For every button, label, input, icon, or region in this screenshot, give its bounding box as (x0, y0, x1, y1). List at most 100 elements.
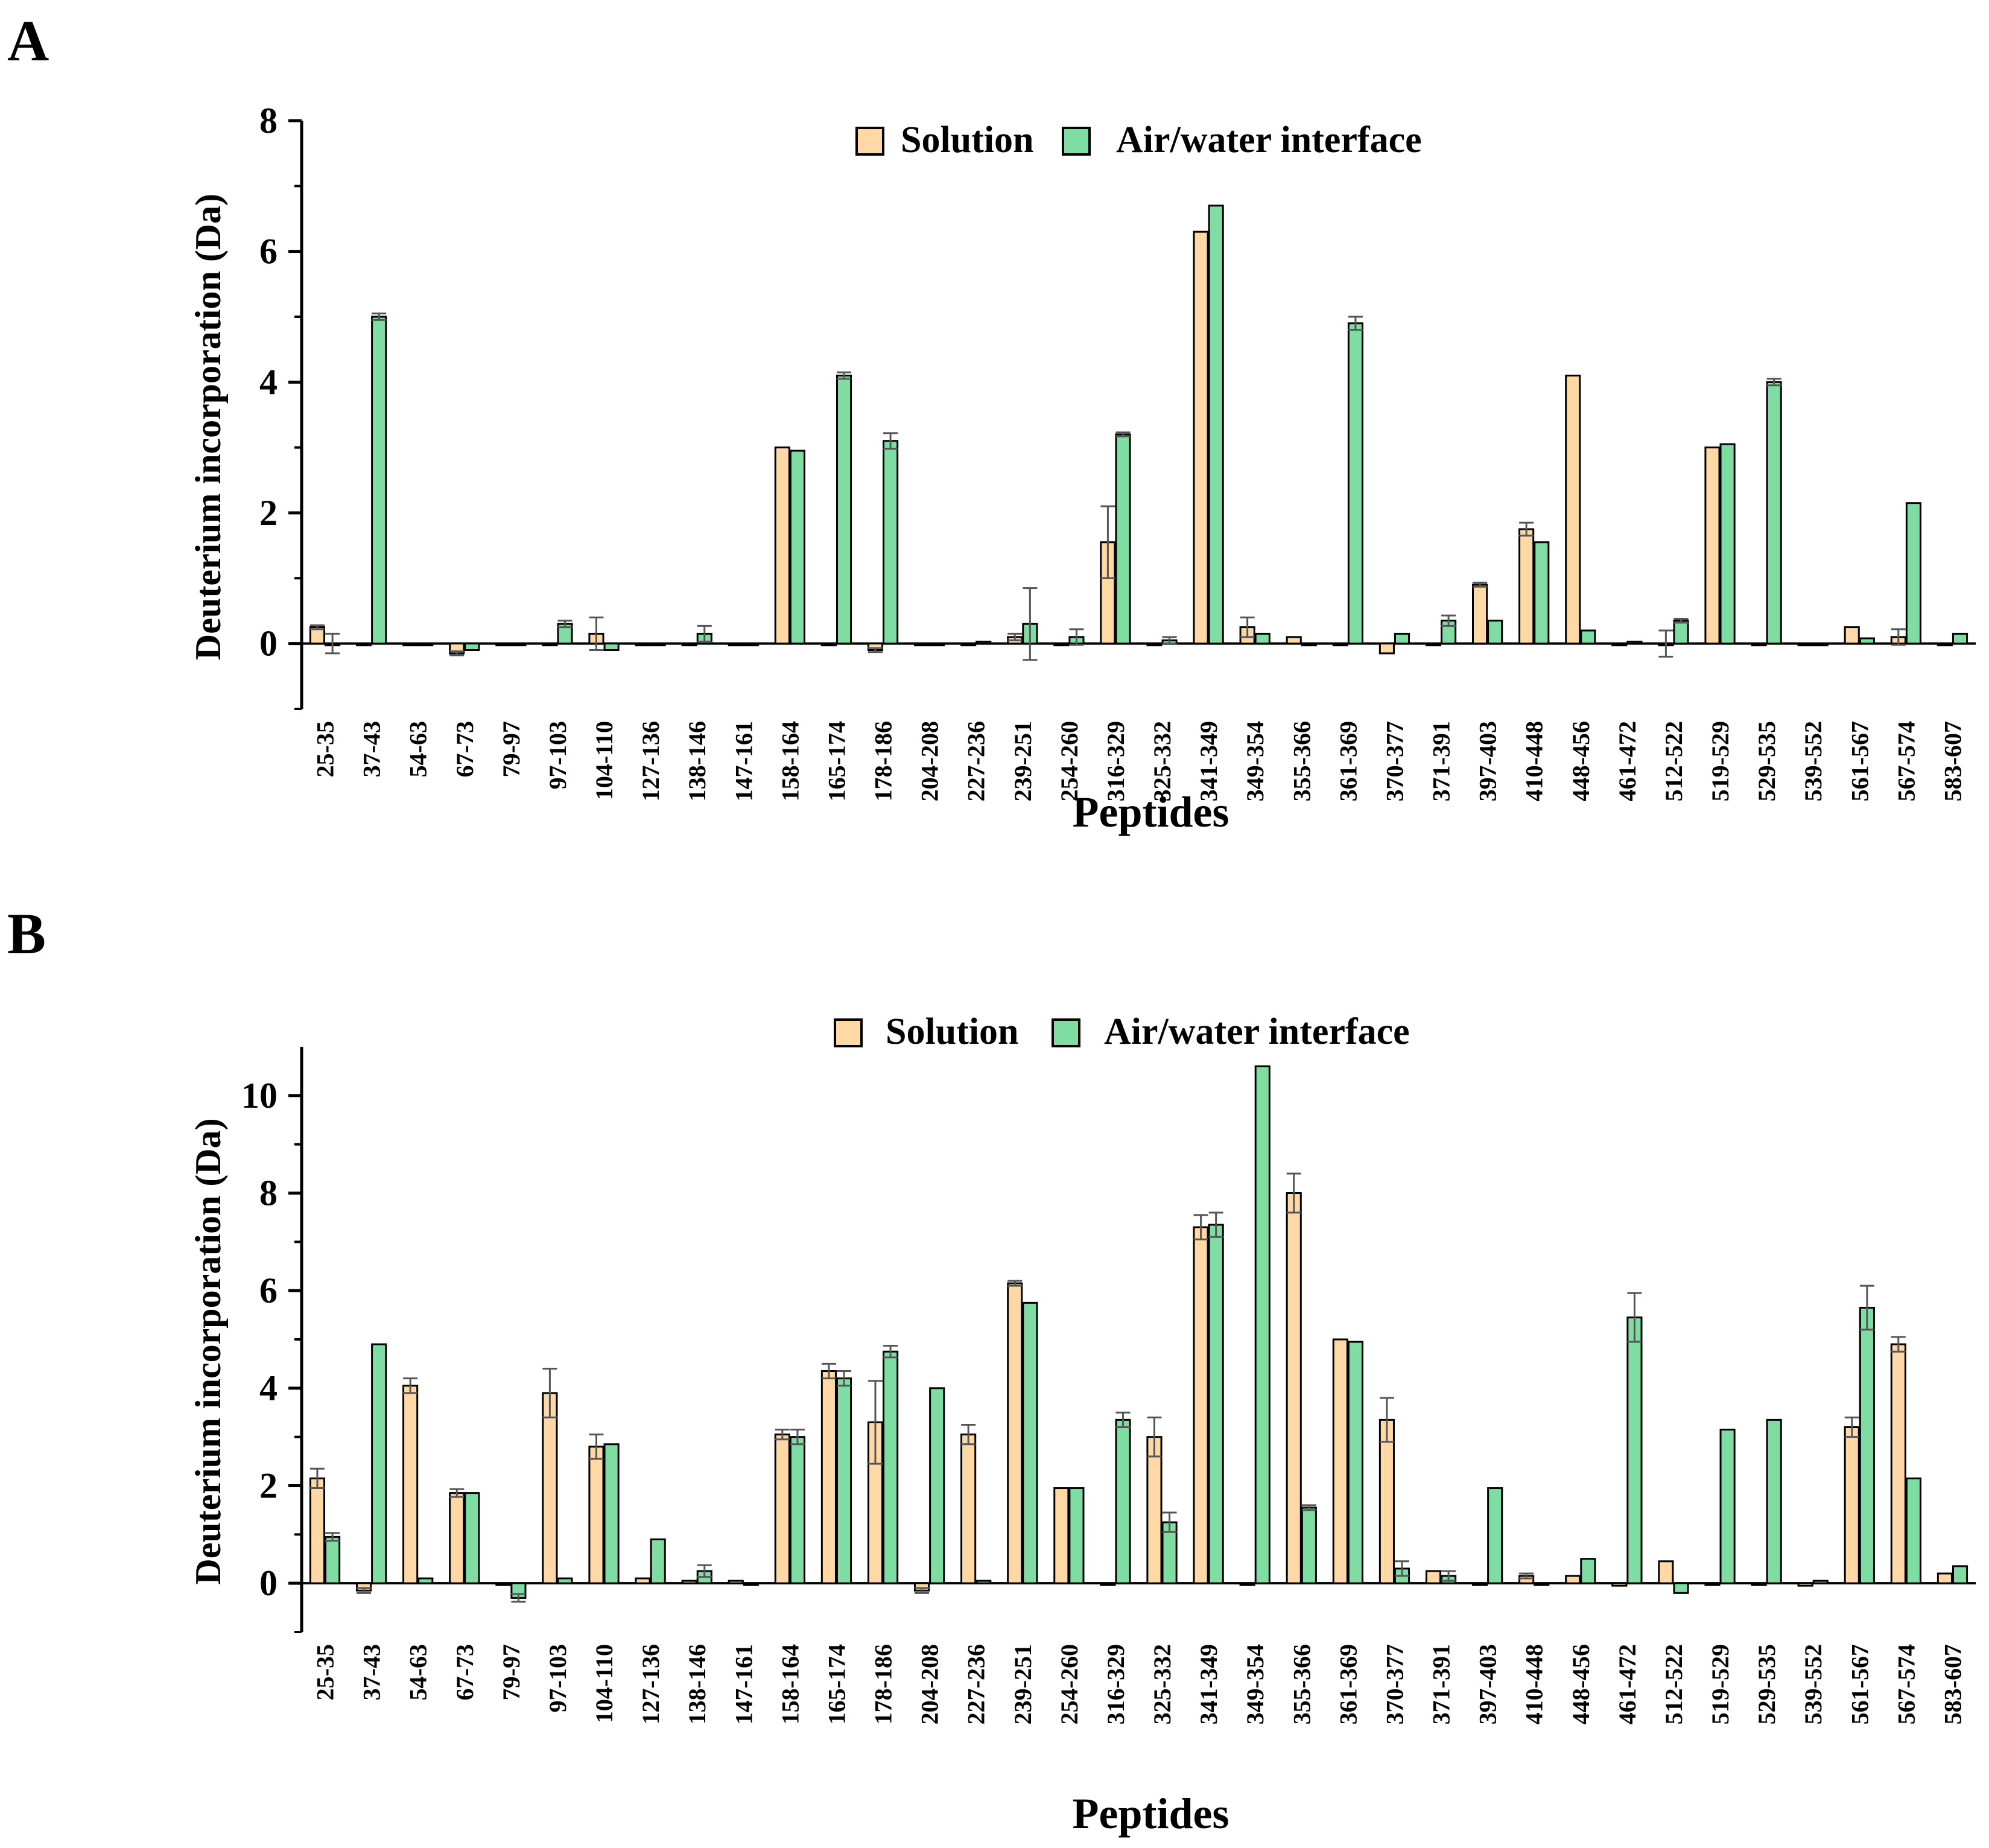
x-tick-label: 397-403 (1474, 1644, 1502, 1724)
bar-solution-227-236 (960, 643, 977, 647)
legend-swatch-solution (834, 1018, 863, 1047)
x-tick-label: 316-329 (1102, 1644, 1129, 1724)
x-tick-label: 79-97 (498, 721, 525, 777)
bar-solution-97-103 (542, 1392, 558, 1584)
x-tick-label: 355-366 (1288, 1644, 1315, 1724)
bar-interface-397-403 (1487, 1487, 1503, 1584)
bar-solution-397-403 (1472, 583, 1488, 645)
x-tick-label: 529-535 (1753, 721, 1780, 801)
bar-solution-397-403 (1472, 1582, 1488, 1586)
bar-interface-79-97 (510, 643, 527, 647)
x-tick-label: 138-146 (684, 1644, 711, 1724)
x-tick-label: 147-161 (730, 1644, 757, 1724)
legend-label-interface: Air/water interface (1104, 1011, 1410, 1052)
x-tick-label: 25-35 (312, 721, 339, 777)
bar-interface-448-456 (1580, 629, 1596, 645)
x-tick-label: 529-535 (1753, 1644, 1780, 1724)
bar-interface-361-369 (1347, 322, 1363, 645)
bar-interface-158-164 (789, 1436, 805, 1584)
x-tick-label: 567-574 (1892, 721, 1920, 801)
y-axis-title: Deuterium incorporation (Da) (188, 194, 228, 660)
panel-label-a: A (7, 8, 49, 73)
bar-interface-561-567 (1859, 1306, 1875, 1584)
y-tick-label: 6 (259, 1271, 278, 1310)
x-tick-label: 254-260 (1056, 721, 1083, 801)
bar-interface-539-552 (1812, 1580, 1829, 1584)
x-tick-label: 127-136 (637, 721, 664, 801)
bar-solution-54-63 (402, 1385, 419, 1584)
bar-solution-79-97 (495, 1582, 512, 1586)
y-tick-label: 4 (259, 362, 278, 402)
bar-interface-316-329 (1115, 1418, 1131, 1584)
bar-solution-561-567 (1844, 626, 1860, 645)
legend-label-solution: Solution (886, 1011, 1019, 1052)
x-tick-label: 127-136 (637, 1644, 664, 1724)
bar-interface-583-607 (1952, 632, 1968, 645)
bar-interface-54-63 (417, 643, 434, 647)
x-tick-label: 54-63 (405, 1644, 432, 1700)
bar-interface-178-186 (883, 1350, 899, 1584)
bar-interface-567-574 (1905, 1477, 1921, 1584)
bar-interface-341-349 (1208, 205, 1224, 645)
x-tick-label: 227-236 (963, 721, 990, 801)
y-tick-label: 8 (259, 1173, 278, 1213)
x-tick-label: 37-43 (358, 721, 385, 777)
x-tick-label: 410-448 (1521, 721, 1548, 801)
bar-interface-410-448 (1534, 541, 1550, 645)
bar-solution-165-174 (820, 1370, 837, 1584)
x-tick-label: 361-369 (1334, 1644, 1362, 1724)
x-tick-label: 397-403 (1474, 721, 1502, 801)
bar-solution-239-251 (1007, 1282, 1023, 1584)
y-tick-label: 2 (259, 493, 278, 533)
x-tick-label: 512-522 (1660, 1644, 1687, 1724)
bar-solution-370-377 (1378, 643, 1395, 655)
bar-solution-325-332 (1146, 643, 1163, 647)
bar-interface-104-110 (603, 643, 620, 651)
bar-interface-54-63 (417, 1577, 434, 1584)
y-tick-label: 8 (259, 101, 278, 141)
bar-solution-138-146 (681, 1580, 697, 1584)
bar-interface-178-186 (883, 440, 899, 645)
bar-solution-519-529 (1704, 446, 1721, 645)
bar-solution-583-607 (1937, 1572, 1953, 1584)
x-tick-label: 371-391 (1428, 721, 1455, 801)
bar-solution-561-567 (1844, 1426, 1860, 1584)
bar-interface-349-354 (1254, 1065, 1270, 1584)
bar-interface-519-529 (1719, 1429, 1736, 1584)
bar-solution-512-522 (1658, 1560, 1674, 1584)
x-tick-label: 567-574 (1892, 1644, 1920, 1724)
bar-solution-370-377 (1378, 1418, 1395, 1584)
x-tick-label: 67-73 (451, 1644, 478, 1700)
x-tick-label: 448-456 (1567, 1644, 1594, 1724)
bar-interface-254-260 (1068, 1487, 1085, 1584)
x-tick-label: 239-251 (1009, 1644, 1036, 1724)
bar-interface-341-349 (1208, 1224, 1224, 1584)
bar-interface-349-354 (1254, 632, 1270, 645)
bar-interface-37-43 (371, 316, 387, 645)
legend-swatch-interface (1052, 1018, 1080, 1047)
x-tick-label: 97-103 (544, 721, 571, 789)
bar-interface-361-369 (1347, 1341, 1363, 1584)
x-tick-label: 583-607 (1939, 1644, 1966, 1724)
x-tick-label: 361-369 (1334, 721, 1362, 801)
bar-solution-25-35 (309, 1477, 326, 1584)
x-tick-label: 341-349 (1195, 721, 1222, 801)
x-tick-label: 204-208 (916, 721, 944, 801)
bar-interface-397-403 (1487, 620, 1503, 645)
x-tick-label: 461-472 (1614, 1644, 1641, 1724)
bar-solution-355-366 (1286, 636, 1302, 645)
x-tick-label: 104-110 (591, 721, 618, 800)
x-tick-label: 158-164 (776, 721, 804, 801)
bar-interface-461-472 (1626, 640, 1643, 645)
bar-interface-567-574 (1905, 502, 1921, 645)
x-tick-label: 371-391 (1428, 1644, 1455, 1724)
bar-solution-448-456 (1565, 1575, 1581, 1584)
x-axis-title: Peptides (1073, 1789, 1229, 1838)
bar-interface-67-73 (464, 1492, 480, 1584)
x-tick-label: 54-63 (405, 721, 432, 777)
bar-solution-361-369 (1332, 643, 1348, 647)
bar-interface-239-251 (1022, 1301, 1038, 1584)
bar-solution-539-552 (1797, 643, 1813, 647)
bar-interface-512-522 (1673, 1582, 1689, 1594)
